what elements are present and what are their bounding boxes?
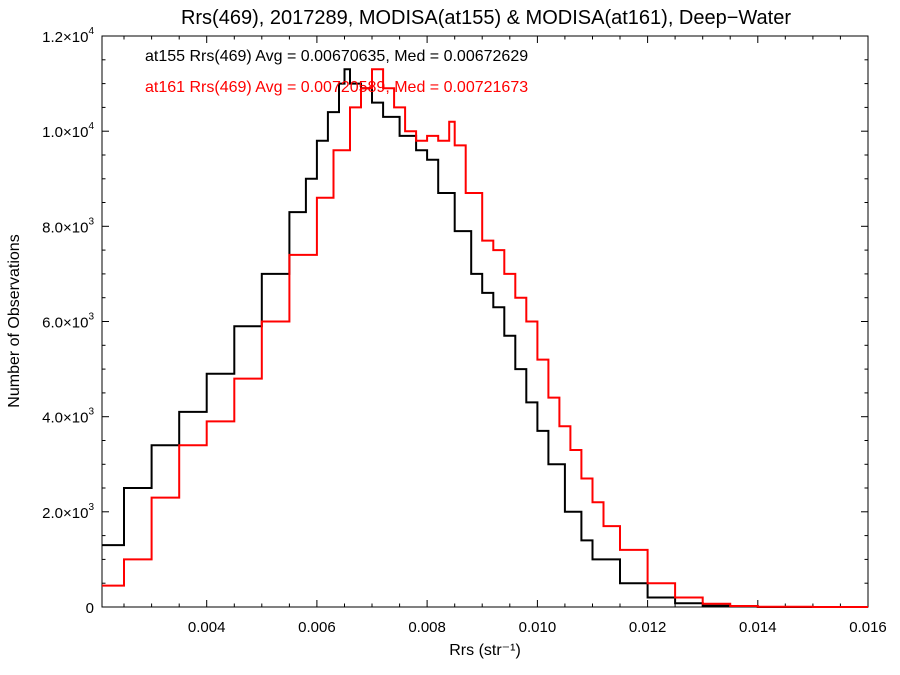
x-tick-label: 0.010 bbox=[519, 619, 557, 636]
plot-area bbox=[102, 68, 868, 608]
x-axis-label: Rrs (str⁻¹) bbox=[449, 642, 521, 659]
x-tick-label: 0.016 bbox=[849, 619, 887, 636]
y-tick-label: 6.0×103 bbox=[42, 312, 94, 332]
y-axis: 0 2.0×103 4.0×103 6.0×103 8.0×103 1.0×104 1.2×… bbox=[42, 26, 868, 617]
x-tick-label: 0.006 bbox=[298, 619, 336, 636]
x-tick-label: 0.014 bbox=[739, 619, 777, 636]
y-tick-label: 2.0×103 bbox=[42, 502, 94, 522]
x-axis: 0.004 0.006 0.008 0.010 0.012 0.014 0.016 bbox=[123, 36, 887, 636]
plot-frame bbox=[101, 35, 869, 608]
x-tick-label: 0.012 bbox=[629, 619, 667, 636]
y-tick-label: 1.0×104 bbox=[42, 121, 94, 141]
y-axis-label: Number of Observations bbox=[6, 234, 23, 407]
y-tick-label: 8.0×103 bbox=[42, 216, 94, 236]
y-tick-label: 4.0×103 bbox=[42, 407, 94, 427]
series-line-at161 bbox=[102, 68, 868, 608]
x-tick-label: 0.004 bbox=[188, 619, 226, 636]
legend-entry-at155: at155 Rrs(469) Avg = 0.00670635, Med = 0… bbox=[145, 48, 528, 65]
legend-entry-at161: at161 Rrs(469) Avg = 0.00720589, Med = 0… bbox=[145, 79, 528, 96]
series-line-at155 bbox=[102, 68, 868, 608]
y-tick-label: 1.2×104 bbox=[42, 26, 94, 46]
x-tick-label: 0.008 bbox=[408, 619, 446, 636]
chart-title: Rrs(469), 2017289, MODISA(at155) & MODIS… bbox=[181, 7, 791, 29]
y-tick-label: 0 bbox=[86, 600, 94, 617]
